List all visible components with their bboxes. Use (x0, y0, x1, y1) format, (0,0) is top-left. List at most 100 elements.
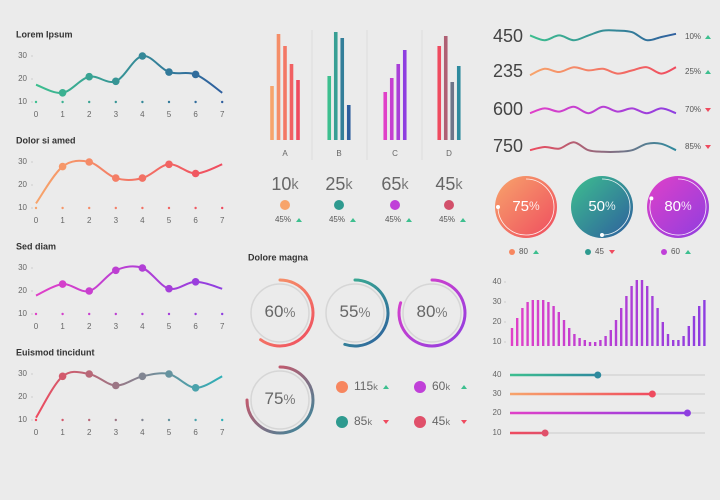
baseline-dot (141, 206, 144, 210)
bar (666, 334, 670, 346)
baseline-dot (141, 100, 144, 104)
slider-knob (648, 390, 656, 398)
trend-arrow (461, 385, 467, 389)
baseline-dot (221, 100, 224, 104)
value-label: 75% (512, 198, 540, 215)
bar (456, 66, 461, 140)
bar (333, 32, 338, 140)
arc-end (600, 233, 604, 237)
unit: k (445, 382, 450, 393)
stat-dot (661, 249, 667, 255)
value-label: 80% (416, 302, 447, 321)
unit: % (283, 305, 295, 320)
value-label: 45k (432, 414, 450, 428)
value: 60 (432, 379, 446, 393)
point (112, 77, 120, 86)
unit: k (291, 177, 299, 193)
point (191, 70, 200, 79)
baseline-dot (61, 206, 64, 210)
x-tick-label: 2 (87, 322, 92, 331)
x-tick-label: 0 (34, 110, 39, 119)
sparkline (529, 105, 677, 115)
value: 75 (512, 198, 529, 215)
y-tick-label: 30 (18, 157, 27, 166)
circle-arc (649, 178, 707, 236)
circle-fill (647, 176, 709, 238)
point (165, 284, 173, 293)
x-tick-label: 1 (60, 110, 65, 119)
bar (620, 308, 623, 346)
x-tick-label: 4 (140, 322, 145, 331)
value: 25 (325, 174, 345, 194)
value-label: 85k (354, 414, 372, 428)
trend-arrow (685, 250, 691, 254)
baseline-dot (167, 206, 171, 210)
bar (340, 38, 345, 140)
x-tick-label: 0 (34, 428, 39, 437)
point (85, 72, 93, 81)
series-label: 450 (493, 26, 523, 46)
x-tick-label: 2 (87, 110, 92, 119)
bar (651, 296, 654, 346)
bar (568, 328, 571, 346)
value: 45 (432, 414, 446, 428)
bar (594, 342, 597, 346)
bar (672, 340, 675, 346)
value-label: 60k (432, 379, 450, 393)
y-tick-label: 30 (493, 389, 502, 398)
change-label: 45% (439, 215, 455, 224)
point (138, 174, 147, 182)
bar (614, 320, 618, 346)
unit: % (435, 305, 447, 320)
bar (588, 342, 592, 346)
value-label: 10k (271, 174, 299, 194)
stat-dot (336, 381, 348, 393)
point (58, 280, 67, 288)
point (165, 68, 173, 76)
baseline-dot (61, 418, 64, 422)
baseline-dot (141, 312, 144, 316)
unit: k (373, 382, 378, 393)
point (112, 381, 120, 390)
change-label: 25% (685, 67, 701, 76)
x-tick-label: 2 (87, 216, 92, 225)
bar (531, 300, 534, 346)
trend-arrow (533, 250, 539, 254)
y-tick-label: 20 (18, 286, 27, 295)
bar (346, 105, 351, 140)
bar (692, 316, 696, 346)
bar (396, 64, 401, 140)
point (58, 162, 67, 171)
x-tick-label: 6 (193, 428, 198, 437)
bar (687, 326, 690, 346)
y-tick-label: 30 (18, 369, 27, 378)
sparkline (529, 29, 677, 42)
slider-knob (683, 409, 691, 417)
bar (635, 280, 638, 346)
trend-arrow (705, 145, 711, 149)
value-label: 80% (664, 198, 692, 215)
chart-title: Lorem Ipsum (16, 29, 73, 39)
gauge-track (325, 283, 385, 343)
baseline-dot (34, 206, 38, 210)
value-label: 115k (354, 379, 378, 393)
y-tick-label: 10 (18, 309, 27, 318)
value: 45 (435, 174, 455, 194)
y-tick-label: 30 (493, 297, 502, 306)
x-tick-label: 3 (114, 322, 119, 331)
baseline-dot (167, 100, 171, 104)
x-tick-label: 7 (220, 428, 225, 437)
trend-arrow (461, 420, 467, 424)
point (165, 160, 173, 169)
y-tick-label: 30 (18, 51, 27, 60)
bar (526, 302, 529, 346)
bar (661, 322, 664, 346)
x-tick-label: A (282, 149, 288, 158)
bar (656, 308, 659, 346)
x-tick-label: 1 (60, 428, 65, 437)
x-tick-label: 5 (167, 110, 172, 119)
value-label: 55% (339, 302, 370, 321)
kpi-dot (390, 200, 400, 210)
bar (604, 336, 607, 346)
y-tick-label: 40 (493, 370, 502, 379)
